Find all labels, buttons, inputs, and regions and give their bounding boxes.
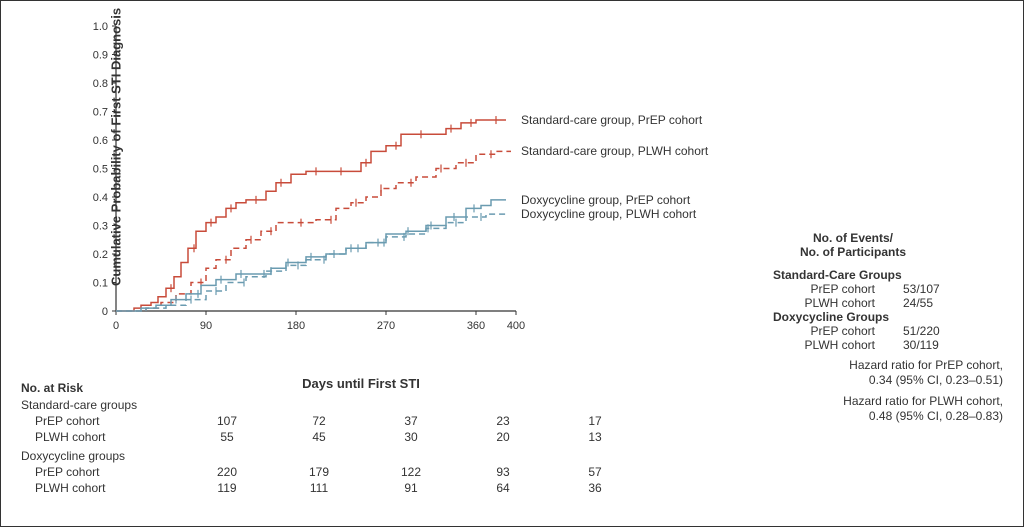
events-row: PrEP cohort51/220	[703, 324, 1003, 338]
events-title: No. of Events/ No. of Participants	[703, 231, 1003, 260]
svg-text:0: 0	[113, 320, 119, 332]
events-panel: No. of Events/ No. of Participants Stand…	[703, 231, 1003, 424]
svg-text:0.5: 0.5	[93, 164, 108, 176]
svg-text:0.8: 0.8	[93, 78, 108, 90]
svg-text:0: 0	[102, 306, 108, 318]
svg-text:180: 180	[287, 320, 305, 332]
events-row: PLWH cohort30/119	[703, 338, 1003, 352]
risk-group-header: Standard-care groups	[21, 397, 641, 413]
svg-text:0.6: 0.6	[93, 135, 108, 147]
events-section-header: Doxycycline Groups	[703, 310, 1003, 324]
series-line	[116, 151, 511, 311]
svg-text:0.3: 0.3	[93, 221, 108, 233]
events-row: PrEP cohort53/107	[703, 282, 1003, 296]
series-label: Doxycycline group, PrEP cohort	[521, 193, 690, 207]
svg-text:0.7: 0.7	[93, 107, 108, 119]
svg-text:1.0: 1.0	[93, 21, 108, 33]
risk-row: PrEP cohort2201791229357	[21, 464, 641, 480]
risk-row: PLWH cohort119111916436	[21, 480, 641, 496]
risk-group-header: Doxycycline groups	[21, 448, 641, 464]
risk-row: PrEP cohort10772372317	[21, 413, 641, 429]
risk-table-header: No. at Risk	[21, 381, 641, 395]
risk-row: PLWH cohort5545302013	[21, 429, 641, 445]
svg-text:0.9: 0.9	[93, 50, 108, 62]
svg-text:0.4: 0.4	[93, 192, 108, 204]
series-label: Standard-care group, PLWH cohort	[521, 144, 708, 158]
hazard-ratio: Hazard ratio for PrEP cohort,0.34 (95% C…	[703, 358, 1003, 388]
series-line	[116, 120, 506, 311]
svg-text:400: 400	[507, 320, 525, 332]
chart-svg: 0 0.1 0.2 0.3 0.4 0.5 0.6 0.7 0.8 0.9 1.0 0 90 180 270…	[61, 16, 661, 356]
svg-text:90: 90	[200, 320, 212, 332]
events-row: PLWH cohort24/55	[703, 296, 1003, 310]
svg-text:0.2: 0.2	[93, 249, 108, 261]
hazard-ratio: Hazard ratio for PLWH cohort,0.48 (95% C…	[703, 394, 1003, 424]
events-section-header: Standard-Care Groups	[703, 268, 1003, 282]
svg-text:360: 360	[467, 320, 485, 332]
km-chart: 0 0.1 0.2 0.3 0.4 0.5 0.6 0.7 0.8 0.9 1.0 0 90 180 270…	[61, 16, 661, 356]
risk-table: No. at Risk Standard-care groupsPrEP coh…	[21, 381, 641, 496]
svg-text:270: 270	[377, 320, 395, 332]
series-line	[116, 214, 506, 311]
series-label: Standard-care group, PrEP cohort	[521, 113, 702, 127]
series-label: Doxycycline group, PLWH cohort	[521, 207, 696, 221]
svg-text:0.1: 0.1	[93, 278, 108, 290]
y-axis-label: Cumulative Probability of First STI Diag…	[109, 86, 124, 286]
